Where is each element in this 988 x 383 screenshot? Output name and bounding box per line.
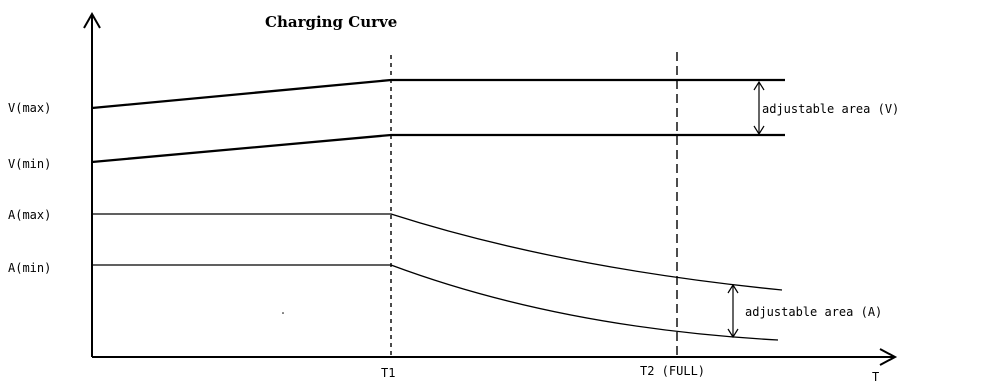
adjust-arrow-up-a — [727, 283, 739, 294]
series-line-amin — [92, 264, 779, 341]
x-axis-arrowhead — [879, 348, 898, 366]
y-tick-label-vmax: V(max) — [8, 101, 51, 115]
annotation-adjustable-area-v: adjustable area (V) — [762, 102, 899, 116]
annotation-adjustable-area-a: adjustable area (A) — [745, 305, 882, 319]
y-tick-label-vmin: V(min) — [8, 157, 51, 171]
adjust-arrow-up-v — [753, 80, 765, 91]
y-tick-label-amin: A(min) — [8, 261, 51, 275]
y-tick-label-amax: A(max) — [8, 208, 51, 222]
y-axis-arrowhead — [83, 11, 101, 29]
series-line-vmax — [91, 78, 785, 110]
x-axis-label: T — [872, 370, 879, 383]
series-line-amax — [92, 213, 783, 291]
stray-dot — [282, 312, 284, 314]
chart-title: Charging Curve — [265, 13, 397, 31]
adjust-arrow-down-v — [753, 125, 765, 136]
x-marker-label-t2: T2 (FULL) — [640, 364, 705, 378]
series-line-vmin — [91, 133, 785, 164]
x-marker-label-t1: T1 — [381, 366, 395, 380]
adjust-arrow-down-a — [727, 328, 739, 339]
